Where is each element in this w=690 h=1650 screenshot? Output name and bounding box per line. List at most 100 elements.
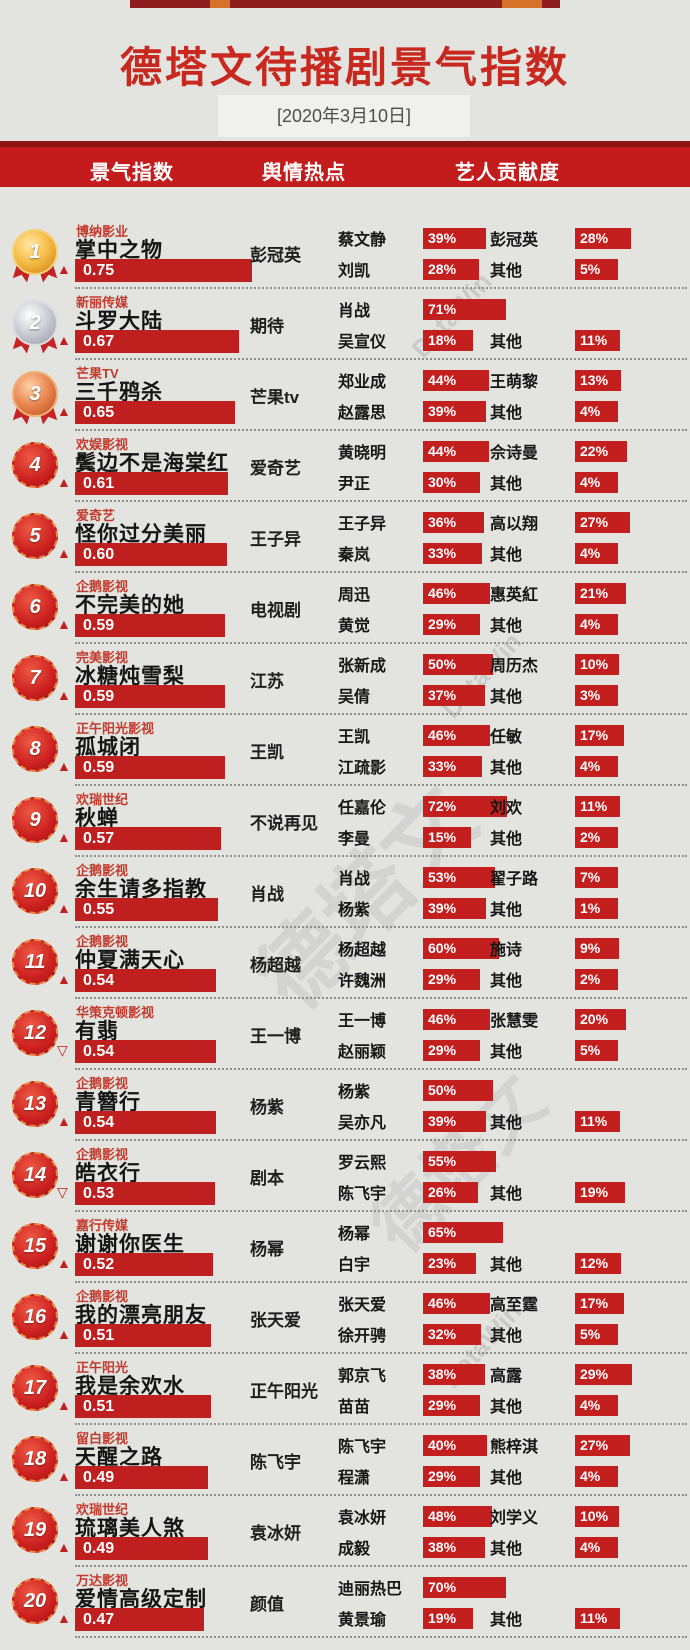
rank-medal: 9 bbox=[12, 797, 58, 843]
hotspot-keyword: 张天爱 bbox=[250, 1311, 301, 1330]
artist-percent: 60% bbox=[428, 940, 457, 956]
artist-contribution-bar: 46% bbox=[423, 724, 490, 746]
artist-slot: 迪丽热巴 70% bbox=[338, 1576, 506, 1598]
rank-number: 2 bbox=[29, 311, 41, 334]
index-value: 0.59 bbox=[83, 687, 115, 705]
trend-icon: ▲ bbox=[57, 332, 71, 348]
rank-number: 17 bbox=[23, 1376, 47, 1399]
rank-medal: 10 bbox=[12, 868, 58, 914]
artist-name: 其他 bbox=[490, 973, 523, 990]
artist-percent: 33% bbox=[428, 758, 457, 774]
rank-medal: 15 bbox=[12, 1223, 58, 1269]
trend-icon: ▽ bbox=[57, 1184, 68, 1200]
drama-row: 4 欢娱影视 鬓边不是海棠红 ▲ 0.61 爱奇艺 黄晓明 44% 尹正 30%… bbox=[0, 431, 690, 502]
drama-title: 仲夏满天心 bbox=[75, 949, 185, 972]
drama-row: 2 新丽传媒 斗罗大陆 ▲ 0.67 期待 肖战 71% 吴宣仪 18% 其他 … bbox=[0, 289, 690, 360]
hotspot-keyword: 期待 bbox=[250, 317, 284, 336]
studio-name: 新丽传媒 bbox=[76, 295, 129, 310]
drama-title: 余生请多指教 bbox=[75, 878, 207, 901]
rank-badge-icon: 5 bbox=[12, 513, 58, 559]
artist-contribution-bar: 20% bbox=[575, 1008, 626, 1030]
artist-contribution-bar: 4% bbox=[575, 1465, 618, 1487]
artist-name: 李曼 bbox=[338, 831, 371, 848]
artist-percent: 70% bbox=[428, 1579, 457, 1595]
artist-name: 郭京飞 bbox=[338, 1368, 387, 1385]
artist-percent: 29% bbox=[580, 1366, 609, 1382]
hotspot-keyword: 肖战 bbox=[250, 885, 284, 904]
hotspot-keyword: 江苏 bbox=[250, 672, 284, 691]
artist-name: 其他 bbox=[490, 902, 523, 919]
hotspot-keyword: 不说再见 bbox=[250, 814, 318, 833]
rank-badge-icon: 2 bbox=[12, 300, 58, 346]
artist-contribution-bar: 17% bbox=[575, 724, 624, 746]
hotspot-keyword: 电视剧 bbox=[250, 601, 301, 620]
rank-medal: 11 bbox=[12, 939, 58, 985]
index-bar: 0.47 bbox=[75, 1608, 204, 1631]
column-header-contribution: 艺人贡献度 bbox=[455, 162, 560, 184]
index-value: 0.49 bbox=[83, 1468, 115, 1486]
artist-percent: 46% bbox=[428, 1011, 457, 1027]
index-value: 0.49 bbox=[83, 1539, 115, 1557]
index-bar: 0.51 bbox=[75, 1395, 211, 1418]
artist-contribution-bar: 38% bbox=[423, 1536, 485, 1558]
artist-percent: 39% bbox=[428, 1113, 457, 1129]
artist-slot: 袁冰妍 48% bbox=[338, 1505, 492, 1527]
artist-slot: 其他 4% bbox=[490, 613, 618, 635]
artist-contribution-bar: 9% bbox=[575, 937, 619, 959]
artist-contribution-bar: 26% bbox=[423, 1181, 478, 1203]
artist-slot: 惠英紅 21% bbox=[490, 582, 626, 604]
rank-number: 6 bbox=[29, 595, 41, 618]
artist-name: 其他 bbox=[490, 263, 523, 280]
index-value: 0.47 bbox=[83, 1610, 115, 1628]
index-value: 0.54 bbox=[83, 971, 115, 989]
artist-name: 周迅 bbox=[338, 587, 371, 604]
artist-name: 其他 bbox=[490, 1044, 523, 1061]
rank-medal: 12 bbox=[12, 1010, 58, 1056]
artist-percent: 5% bbox=[580, 261, 601, 277]
artist-slot: 其他 11% bbox=[490, 1607, 620, 1629]
artist-name: 其他 bbox=[490, 1115, 523, 1132]
trend-icon: ▲ bbox=[57, 1113, 71, 1129]
index-bar: 0.51 bbox=[75, 1324, 211, 1347]
trend-icon: ▲ bbox=[57, 900, 71, 916]
artist-slot: 施诗 9% bbox=[490, 937, 619, 959]
artist-percent: 37% bbox=[428, 687, 457, 703]
artist-slot: 任嘉伦 72% bbox=[338, 795, 507, 817]
artist-name: 袁冰妍 bbox=[338, 1510, 387, 1527]
artist-percent: 5% bbox=[580, 1042, 601, 1058]
artist-contribution-bar: 55% bbox=[423, 1150, 496, 1172]
artist-percent: 29% bbox=[428, 1397, 457, 1413]
artist-percent: 26% bbox=[428, 1184, 457, 1200]
artist-percent: 11% bbox=[580, 1610, 608, 1626]
artist-name: 熊梓淇 bbox=[490, 1439, 539, 1456]
artist-slot: 黄景瑜 19% bbox=[338, 1607, 473, 1629]
artist-name: 刘凯 bbox=[338, 263, 371, 280]
index-value: 0.54 bbox=[83, 1042, 115, 1060]
artist-slot: 其他 4% bbox=[490, 1394, 618, 1416]
artist-percent: 40% bbox=[428, 1437, 457, 1453]
drama-title: 掌中之物 bbox=[75, 239, 163, 262]
artist-name: 刘欢 bbox=[490, 800, 523, 817]
artist-contribution-bar: 5% bbox=[575, 258, 618, 280]
drama-row: 14 企鹅影视 皓衣行 ▽ 0.53 剧本 罗云熙 55% 陈飞宇 26% 其他… bbox=[0, 1141, 690, 1212]
artist-percent: 7% bbox=[580, 869, 601, 885]
artist-name: 赵丽颖 bbox=[338, 1044, 387, 1061]
drama-row: 8 正午阳光影视 孤城闭 ▲ 0.59 王凯 王凯 46% 江疏影 33% 任敏… bbox=[0, 715, 690, 786]
artist-name: 张新成 bbox=[338, 658, 387, 675]
artist-name: 成毅 bbox=[338, 1541, 371, 1558]
index-bar: 0.49 bbox=[75, 1537, 208, 1560]
studio-name: 企鹅影视 bbox=[76, 863, 129, 878]
artist-name: 许魏洲 bbox=[338, 973, 387, 990]
trend-icon: ▲ bbox=[57, 616, 71, 632]
artist-contribution-bar: 4% bbox=[575, 400, 618, 422]
rank-number: 16 bbox=[23, 1305, 47, 1328]
hotspot-keyword: 王子异 bbox=[250, 530, 301, 549]
rank-badge-icon: 18 bbox=[12, 1436, 58, 1482]
trend-icon: ▲ bbox=[57, 545, 71, 561]
trend-icon: ▲ bbox=[57, 474, 71, 490]
artist-percent: 21% bbox=[580, 585, 609, 601]
artist-name: 吴亦凡 bbox=[338, 1115, 387, 1132]
artist-contribution-bar: 27% bbox=[575, 511, 630, 533]
artist-percent: 4% bbox=[580, 616, 601, 632]
index-bar: 0.60 bbox=[75, 543, 227, 566]
